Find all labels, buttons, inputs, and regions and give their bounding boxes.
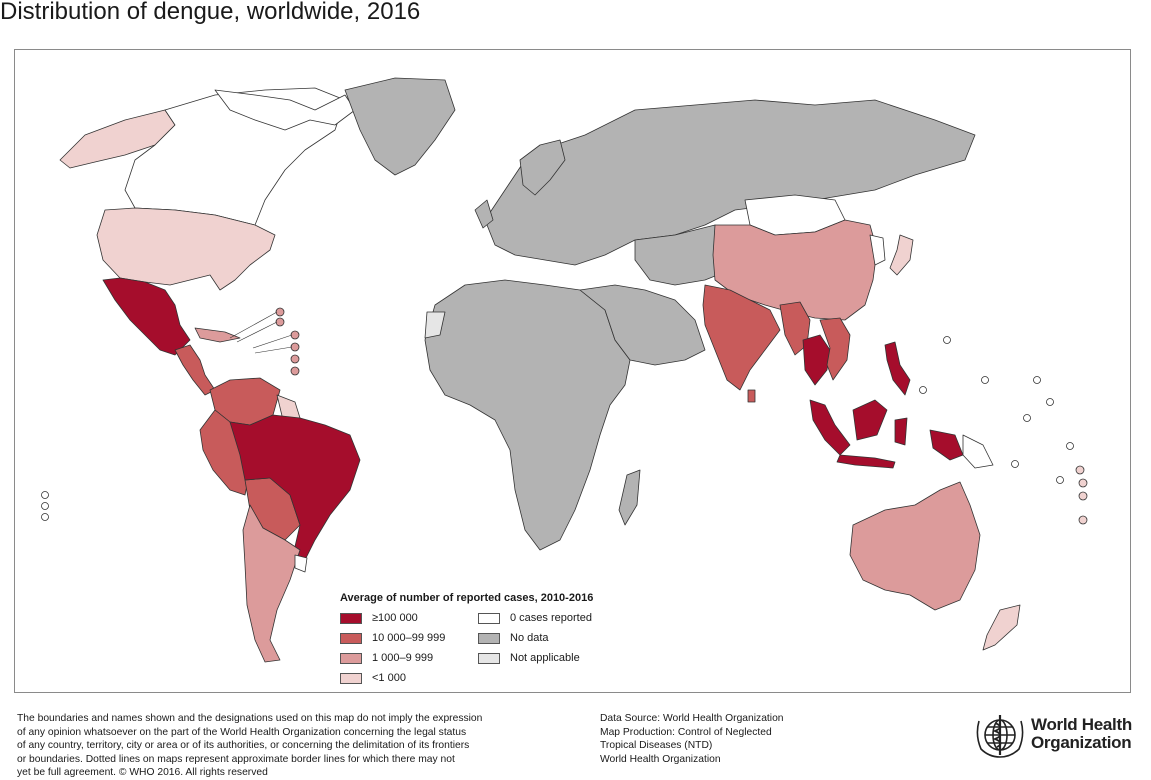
legend-item-no-data: No data bbox=[478, 632, 549, 644]
region-africa bbox=[424, 279, 631, 551]
region-middle-east bbox=[579, 284, 706, 366]
island-marker bbox=[943, 336, 951, 344]
island-marker bbox=[1023, 414, 1031, 422]
who-wordmark: World Health Organization bbox=[1031, 716, 1132, 752]
data-source: Data Source: World Health Organization M… bbox=[600, 712, 784, 766]
world-map bbox=[14, 49, 1131, 693]
legend-swatch bbox=[340, 632, 362, 644]
region-usa bbox=[96, 207, 276, 291]
source-line: Tropical Diseases (NTD) bbox=[600, 740, 713, 752]
who-emblem-icon bbox=[976, 715, 1024, 758]
island-marker bbox=[1011, 460, 1019, 468]
disclaimer-text: The boundaries and names shown and the d… bbox=[17, 712, 577, 780]
region-new-zealand bbox=[982, 604, 1021, 651]
region-brazil bbox=[229, 414, 361, 561]
region-japan bbox=[889, 234, 914, 276]
island-marker bbox=[1033, 376, 1041, 384]
region-australia bbox=[849, 481, 981, 611]
region-scandinavia bbox=[519, 139, 566, 196]
legend-title: Average of number of reported cases, 201… bbox=[340, 592, 594, 604]
legend-swatch bbox=[478, 612, 500, 624]
island-marker bbox=[1078, 515, 1088, 525]
source-line: Map Production: Control of Neglected bbox=[600, 726, 772, 738]
caribbean-callout bbox=[290, 366, 300, 376]
legend-item-mid-low: 1 000–9 999 bbox=[340, 652, 433, 664]
region-korea bbox=[869, 234, 886, 266]
island-marker bbox=[41, 513, 49, 521]
island-marker bbox=[41, 502, 49, 510]
island-marker bbox=[919, 386, 927, 394]
island-marker bbox=[1046, 398, 1054, 406]
region-sulawesi bbox=[894, 417, 908, 446]
caribbean-callout bbox=[290, 330, 300, 340]
region-greenland bbox=[344, 77, 456, 176]
caribbean-callout bbox=[275, 317, 285, 327]
disclaimer-line: of any country, territory, city or area … bbox=[17, 740, 470, 752]
legend-item-not-applicable: Not applicable bbox=[478, 652, 580, 664]
region-argentina-chile bbox=[242, 504, 301, 663]
disclaimer-line: The boundaries and names shown and the d… bbox=[17, 713, 483, 724]
region-borneo bbox=[852, 399, 888, 441]
island-marker bbox=[1078, 491, 1088, 501]
region-thailand bbox=[802, 334, 831, 386]
region-png bbox=[962, 434, 994, 469]
region-mexico bbox=[102, 277, 191, 356]
legend-swatch bbox=[478, 652, 500, 664]
region-central-america bbox=[174, 344, 216, 396]
island-marker bbox=[1056, 476, 1064, 484]
caribbean-callout bbox=[275, 307, 285, 317]
island-marker bbox=[1075, 465, 1085, 475]
world-map-svg bbox=[41, 77, 1088, 663]
region-malaysia bbox=[809, 399, 851, 456]
map-legend: Average of number of reported cases, 201… bbox=[340, 592, 594, 684]
legend-swatch bbox=[340, 652, 362, 664]
legend-item-zero: 0 cases reported bbox=[478, 612, 592, 624]
who-wordmark-line: Organization bbox=[1031, 733, 1132, 752]
disclaimer-line: or boundaries. Dotted lines on maps repr… bbox=[17, 753, 455, 765]
caribbean-callout bbox=[290, 354, 300, 364]
island-marker bbox=[41, 491, 49, 499]
legend-item-mid-high: 10 000–99 999 bbox=[340, 632, 445, 644]
region-uk bbox=[474, 199, 494, 229]
disclaimer-line: yet be full agreement. © WHO 2016. All r… bbox=[17, 767, 268, 779]
source-line: World Health Organization bbox=[600, 753, 721, 765]
region-western-sahara bbox=[424, 311, 446, 339]
region-india bbox=[702, 284, 781, 391]
region-java bbox=[836, 454, 896, 469]
disclaimer-line: of any opinion whatsoever on the part of… bbox=[17, 726, 467, 738]
region-caribbean bbox=[194, 327, 241, 343]
legend-item-low: <1 000 bbox=[340, 672, 406, 684]
region-philippines bbox=[884, 341, 911, 396]
island-marker bbox=[1066, 442, 1074, 450]
region-sri-lanka bbox=[747, 389, 756, 403]
legend-swatch bbox=[478, 632, 500, 644]
caribbean-callout bbox=[290, 342, 300, 352]
region-papua bbox=[929, 429, 964, 461]
region-madagascar bbox=[618, 469, 641, 526]
legend-swatch bbox=[340, 612, 362, 624]
region-arctic-islands bbox=[214, 89, 356, 131]
legend-swatch bbox=[340, 672, 362, 684]
who-logo: World Health Organization bbox=[973, 711, 1143, 761]
region-vietnam-laos bbox=[819, 317, 851, 381]
island-marker bbox=[1078, 478, 1088, 488]
island-marker bbox=[981, 376, 989, 384]
legend-item-high: ≥100 000 bbox=[340, 612, 418, 624]
region-europe-russia bbox=[484, 99, 976, 266]
region-uruguay bbox=[294, 554, 308, 573]
source-line: Data Source: World Health Organization bbox=[600, 713, 784, 724]
who-wordmark-line: World Health bbox=[1031, 715, 1132, 734]
map-title: Distribution of dengue, worldwide, 2016 bbox=[0, 0, 421, 25]
